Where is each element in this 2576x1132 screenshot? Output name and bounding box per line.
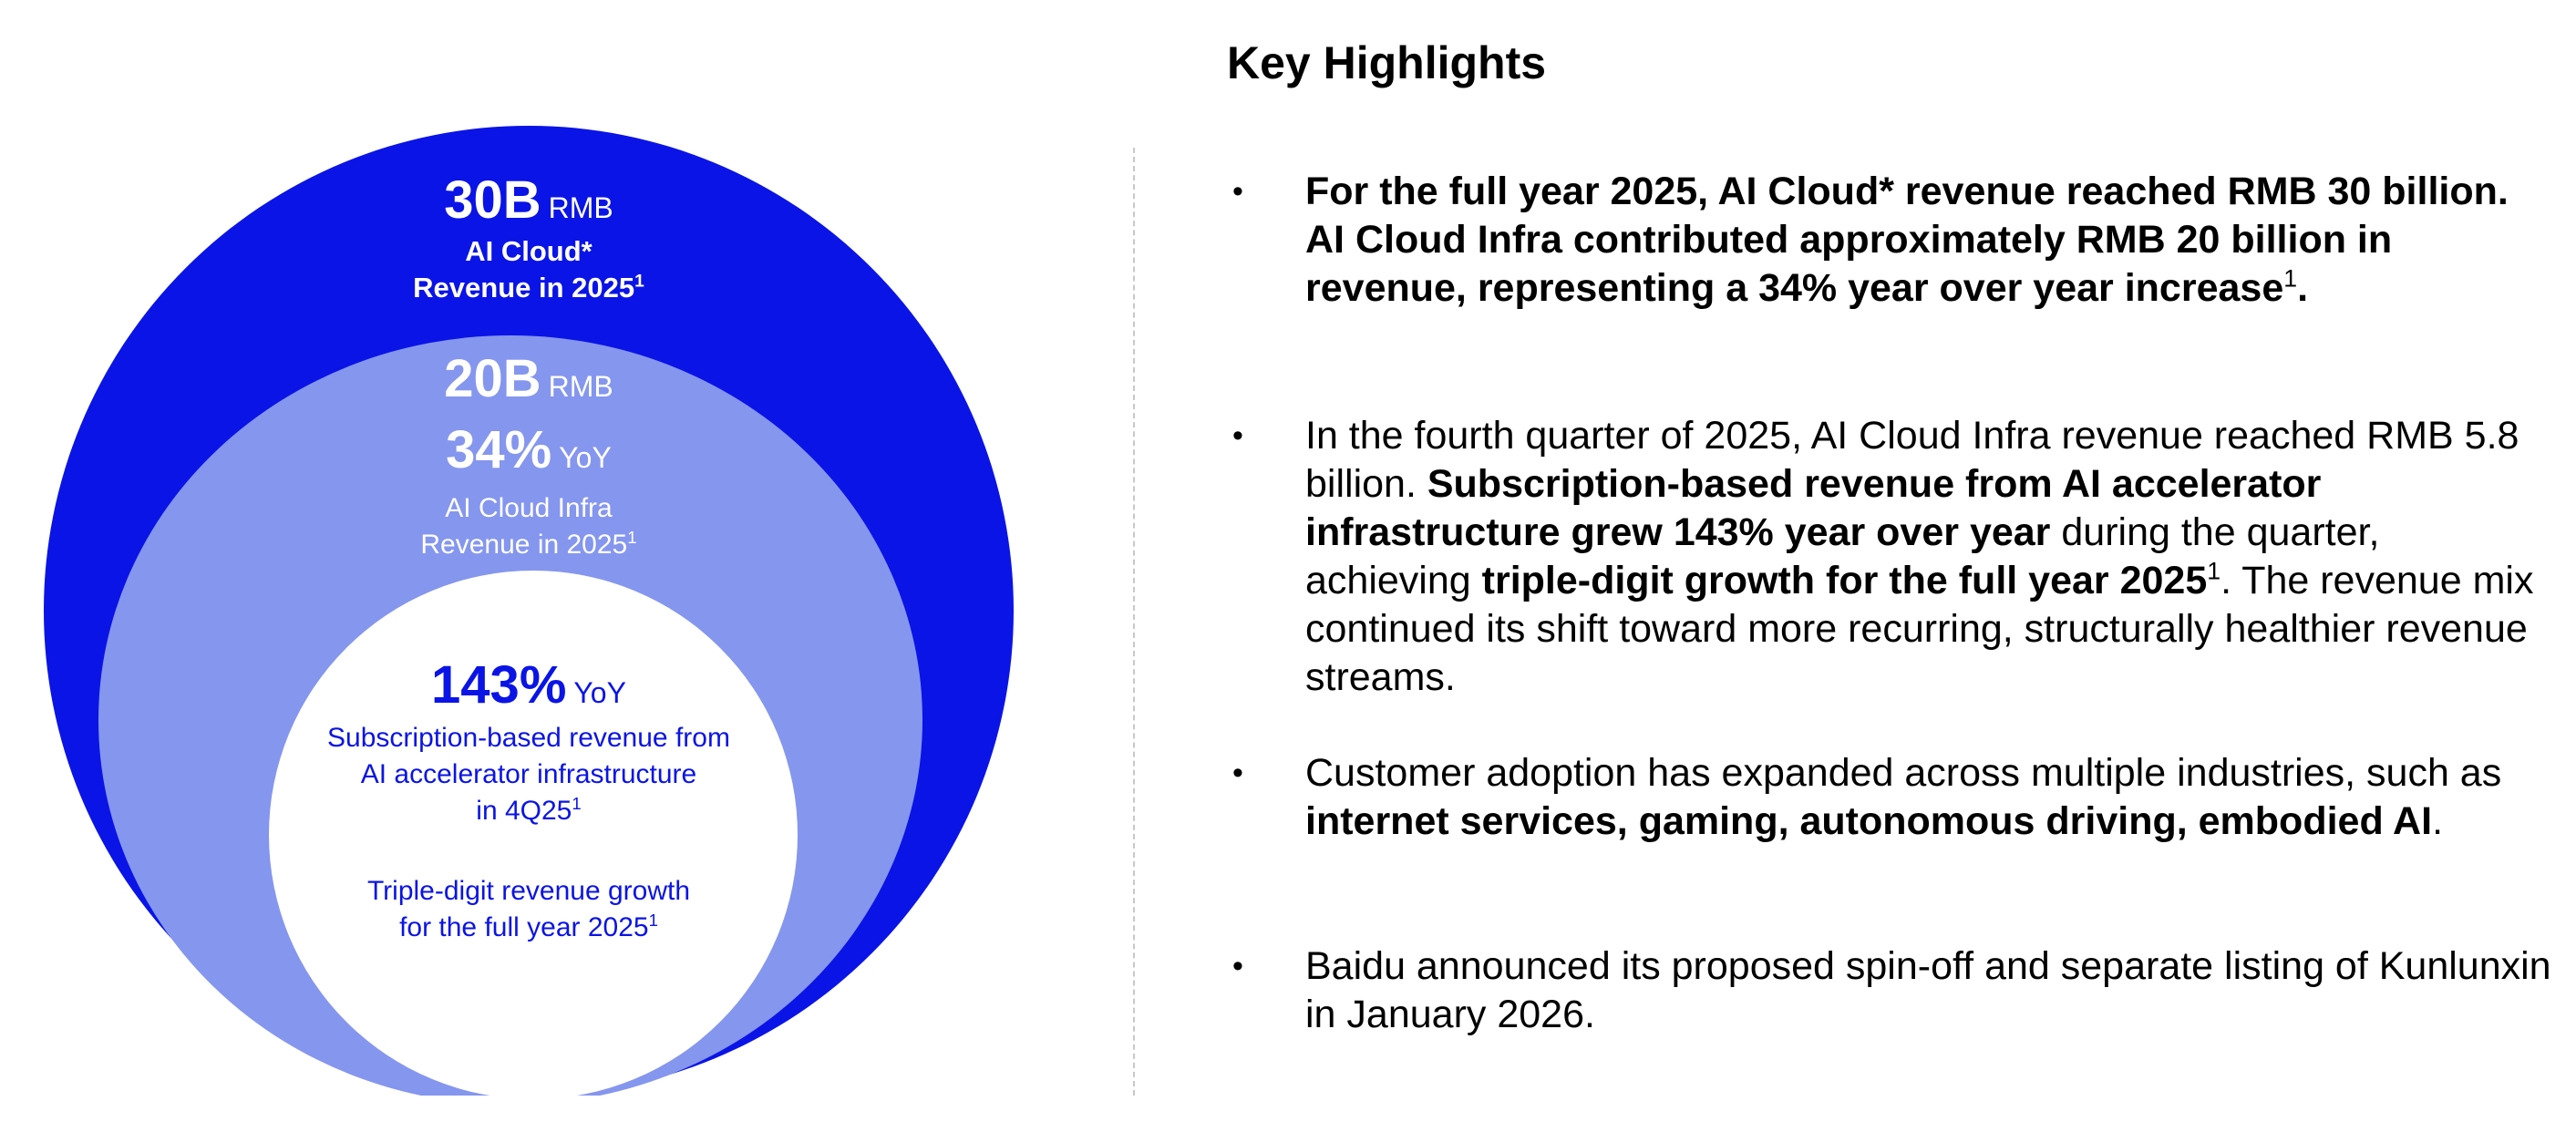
b2-text-1: In the fourth quarter of 2025, AI Cloud … xyxy=(1305,414,2519,506)
bullet-marker: • xyxy=(1232,174,1243,209)
outer-label-2-text: Revenue in 2025 xyxy=(413,272,635,304)
middle-label-1: AI Cloud Infra xyxy=(445,493,613,523)
highlight-bullet-2: • In the fourth quarter of 2025, AI Clou… xyxy=(1232,412,2554,702)
outer-label-2: Revenue in 20251 xyxy=(0,270,1057,306)
middle-growth-unit: YoY xyxy=(559,441,612,474)
inner-label-3-text: in 4Q25 xyxy=(476,796,572,826)
middle-growth: 34% xyxy=(446,420,552,479)
highlight-bullet-4-text: Baidu announced its proposed spin-off an… xyxy=(1305,942,2554,1039)
dashed-divider xyxy=(1133,148,1135,1096)
b3-text-2: . xyxy=(2432,799,2444,843)
inner-label-4: Triple-digit revenue growth xyxy=(366,876,691,906)
inner-label-3: in 4Q251 xyxy=(0,793,1057,829)
b2-bold-2: triple-digit growth for the full year 20… xyxy=(1481,559,2208,602)
outer-unit: RMB xyxy=(548,191,613,224)
highlight-bullet-2-text: In the fourth quarter of 2025, AI Cloud … xyxy=(1305,412,2554,702)
inner-growth-line: 143% YoY xyxy=(0,654,1057,715)
b1-footnote: 1 xyxy=(2283,264,2298,293)
inner-growth: 143% xyxy=(431,655,567,715)
outer-value-line: 30B RMB xyxy=(0,170,1057,231)
inner-label-5: for the full year 20251 xyxy=(0,910,1057,946)
inner-label-5-footnote: 1 xyxy=(648,911,658,930)
inner-label-3-footnote: 1 xyxy=(572,794,582,813)
b4-text-1: Baidu announced its proposed spin-off an… xyxy=(1305,944,2551,1036)
middle-growth-line: 34% YoY xyxy=(0,419,1057,480)
b1-bold-1: For the full year 2025, AI Cloud* revenu… xyxy=(1305,170,2509,310)
middle-unit: RMB xyxy=(548,370,613,403)
highlight-bullet-4: • Baidu announced its proposed spin-off … xyxy=(1232,942,2554,1039)
highlight-bullet-3: • Customer adoption has expanded across … xyxy=(1232,749,2554,846)
outer-label-1: AI Cloud* xyxy=(465,235,592,267)
middle-value: 20B xyxy=(444,349,541,408)
bullet-marker: • xyxy=(1232,418,1243,453)
inner-circle-subscription xyxy=(269,571,798,1099)
outer-value: 30B xyxy=(444,170,541,230)
highlight-bullet-1: • For the full year 2025, AI Cloud* reve… xyxy=(1232,168,2554,313)
middle-label-2-text: Revenue in 2025 xyxy=(420,530,628,560)
b2-text-3: . The revenue mix continued its shift to… xyxy=(1305,559,2534,699)
outer-label-2-footnote: 1 xyxy=(634,272,644,292)
bottom-edge-mask xyxy=(0,1096,1130,1132)
middle-label-2-footnote: 1 xyxy=(627,528,637,547)
inner-label-1: Subscription-based revenue from xyxy=(327,723,730,753)
middle-value-line: 20B RMB xyxy=(0,348,1057,409)
b2-footnote: 1 xyxy=(2207,557,2221,585)
b3-bold-1: internet services, gaming, autonomous dr… xyxy=(1305,799,2433,843)
key-highlights-title: Key Highlights xyxy=(1227,37,1547,88)
b2-text-2: during the quarter, achieving xyxy=(1305,510,2380,602)
highlight-bullet-3-text: Customer adoption has expanded across mu… xyxy=(1305,749,2554,846)
highlight-bullet-1-text: For the full year 2025, AI Cloud* revenu… xyxy=(1305,168,2554,313)
b2-bold-1: Subscription-based revenue from AI accel… xyxy=(1305,462,2322,554)
inner-label-5-text: for the full year 2025 xyxy=(399,912,649,942)
bullet-marker: • xyxy=(1232,756,1243,790)
inner-growth-unit: YoY xyxy=(573,676,626,709)
b1-end: . xyxy=(2297,266,2309,310)
middle-label-2: Revenue in 20251 xyxy=(0,527,1057,563)
inner-label-2: AI accelerator infrastructure xyxy=(360,759,697,789)
bullet-marker: • xyxy=(1232,949,1243,983)
b3-text-1: Customer adoption has expanded across mu… xyxy=(1305,751,2502,795)
